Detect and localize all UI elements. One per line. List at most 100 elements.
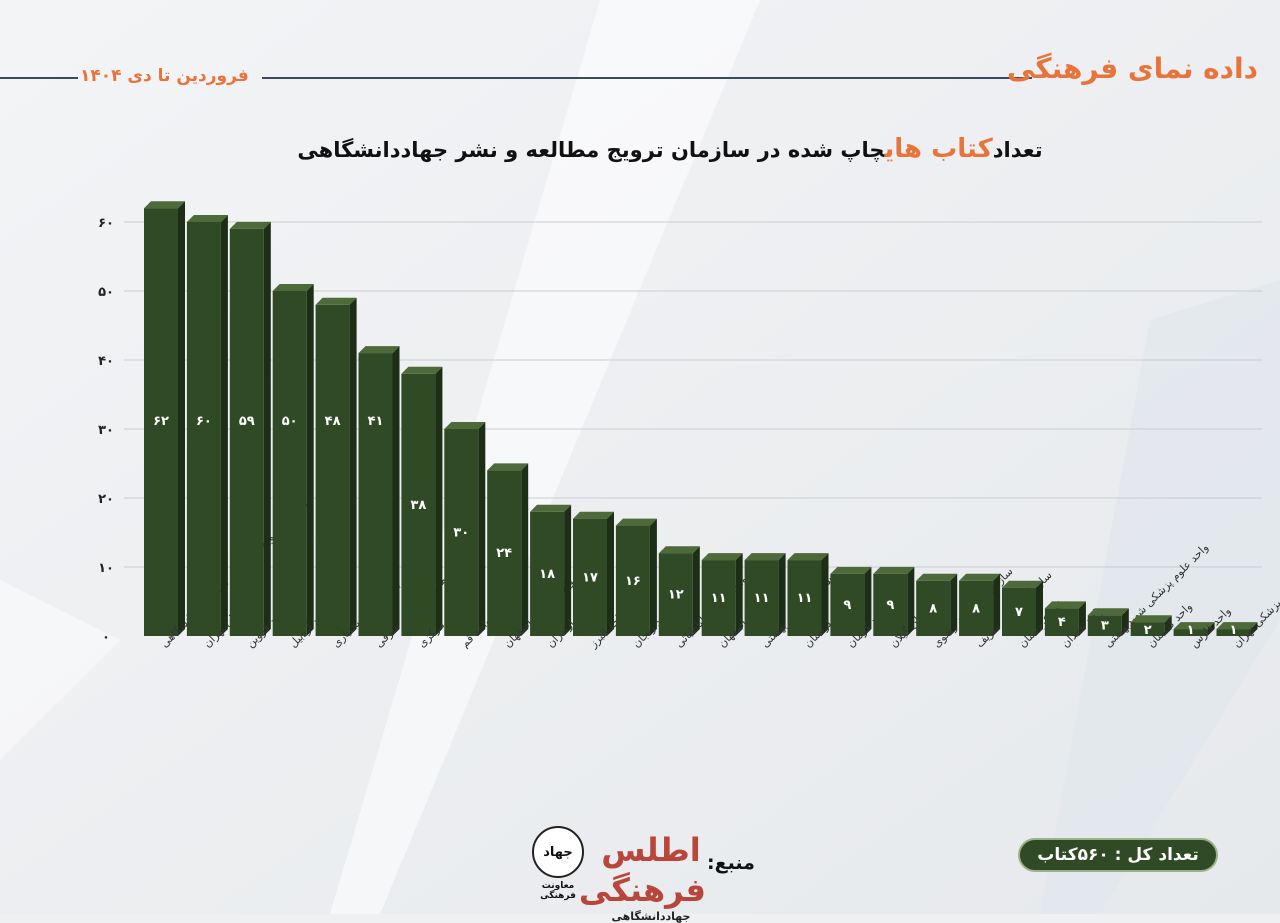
bar-value-label: ۳۸ <box>410 498 426 513</box>
bar-value-label: ۱۲ <box>668 588 684 603</box>
bar-value-label: ۱۱ <box>797 591 813 606</box>
bar-value-label: ۷ <box>1015 605 1023 620</box>
bar <box>1130 622 1165 636</box>
bar-side <box>178 201 185 636</box>
chart-title: تعدادکتاب هایچاپ شده در سازمان ترویج مطا… <box>0 134 1280 164</box>
chart-title-after: چاپ شده در سازمان ترویج مطالعه و نشر جها… <box>297 138 885 162</box>
source-label: منبع: <box>707 852 755 874</box>
bar-value-label: ۱۶ <box>625 574 641 589</box>
y-tick-label: ۶۰ <box>98 216 114 231</box>
bar-side <box>435 366 443 636</box>
bar-top <box>444 422 486 429</box>
bar-side <box>778 553 786 636</box>
y-tick-label: ۳۰ <box>98 423 114 438</box>
bar-value-label: ۴۱ <box>368 414 384 429</box>
bar-value-label: ۹ <box>843 598 851 613</box>
bar <box>658 553 693 636</box>
bar-value-label: ۶۰ <box>196 414 212 429</box>
bar-value-label: ۴۸ <box>325 414 341 429</box>
bar <box>1087 615 1122 636</box>
bar <box>358 353 393 636</box>
bar-top <box>744 553 786 561</box>
bar-value-label: ۵۰ <box>282 414 298 429</box>
bar <box>744 560 779 636</box>
bar-top <box>1130 615 1172 623</box>
bar-side <box>821 553 829 636</box>
chart-title-highlight: کتاب های <box>884 134 993 164</box>
bar-side <box>392 346 400 636</box>
bar <box>573 518 607 636</box>
chart-title-before: تعداد <box>992 138 1043 162</box>
bar-side <box>950 573 958 636</box>
jahad-logo-text: جهاد <box>543 844 573 860</box>
bar-side <box>735 553 743 636</box>
bar-side <box>1078 601 1086 636</box>
jahad-logo-sub: معاونت فرهنگی <box>540 881 576 901</box>
bar-side <box>864 566 872 636</box>
bar-top <box>787 553 829 561</box>
bar <box>487 470 522 636</box>
bar-value-label: ۹ <box>886 598 894 613</box>
bar-value-label: ۱۷ <box>582 570 598 585</box>
bar-top <box>873 566 915 574</box>
bar <box>272 291 307 636</box>
bar-top <box>229 221 271 229</box>
y-tick-label: ۲۰ <box>98 492 114 507</box>
bar-side <box>263 221 271 636</box>
bar-value-label: ۶۲ <box>153 414 169 429</box>
bar <box>1216 629 1251 636</box>
bar-top <box>658 546 700 554</box>
atlas-logo: اطلس فرهنگی جهاددانشگاهی <box>579 830 706 923</box>
header-title: داده نمای فرهنگی <box>1006 52 1258 85</box>
x-tick-label: سازمان علوم پزشکی تهران <box>1230 551 1280 650</box>
bar-side <box>1164 615 1172 636</box>
bar-top <box>401 366 443 374</box>
bar-side <box>349 297 357 636</box>
bar <box>1002 587 1036 636</box>
bar-top <box>530 504 572 512</box>
bar-side <box>1250 622 1258 636</box>
bar-top <box>1216 622 1258 630</box>
bar-value-label: ۲ <box>1144 623 1152 638</box>
bar-value-label: ۱۸ <box>539 567 555 582</box>
bar <box>830 573 865 636</box>
bar-side <box>1121 608 1129 636</box>
bar-value-label: ۱۱ <box>754 591 770 606</box>
header-divider-right <box>262 77 1032 79</box>
bar-value-label: ۳۰ <box>453 526 469 541</box>
bar-value-label: ۴ <box>1058 615 1066 630</box>
bar <box>444 429 479 636</box>
bar-top <box>1002 580 1043 588</box>
bar <box>959 580 994 636</box>
bar <box>873 573 908 636</box>
bar <box>1044 608 1079 636</box>
bar-top <box>959 573 1001 581</box>
bar-top <box>144 201 185 209</box>
bar-side <box>521 463 529 636</box>
bar-side <box>993 573 1001 636</box>
bar-side <box>478 422 486 636</box>
bar-top <box>701 553 743 561</box>
bar-value-label: ۱۱ <box>711 591 727 606</box>
bar-top <box>358 346 400 354</box>
bar-side <box>692 546 700 636</box>
bar <box>530 511 565 636</box>
bar-value-label: ۳ <box>1101 619 1109 634</box>
bar-value-label: ۸ <box>929 601 937 616</box>
bar <box>186 222 221 636</box>
bar <box>787 560 822 636</box>
jahad-logo: جهاد معاونت فرهنگی <box>528 826 588 901</box>
bar <box>315 304 350 636</box>
bar-top <box>830 566 872 574</box>
bar <box>144 208 178 636</box>
y-tick-label: ۰ <box>102 630 110 645</box>
bar-side <box>564 504 572 636</box>
y-tick-label: ۴۰ <box>98 354 114 369</box>
bar-side <box>306 284 314 636</box>
bar <box>1173 629 1208 636</box>
bar-top <box>272 284 314 291</box>
bar-value-label: ۱ <box>1187 623 1195 638</box>
bar-top <box>1173 622 1215 630</box>
bar-side <box>1207 622 1215 636</box>
